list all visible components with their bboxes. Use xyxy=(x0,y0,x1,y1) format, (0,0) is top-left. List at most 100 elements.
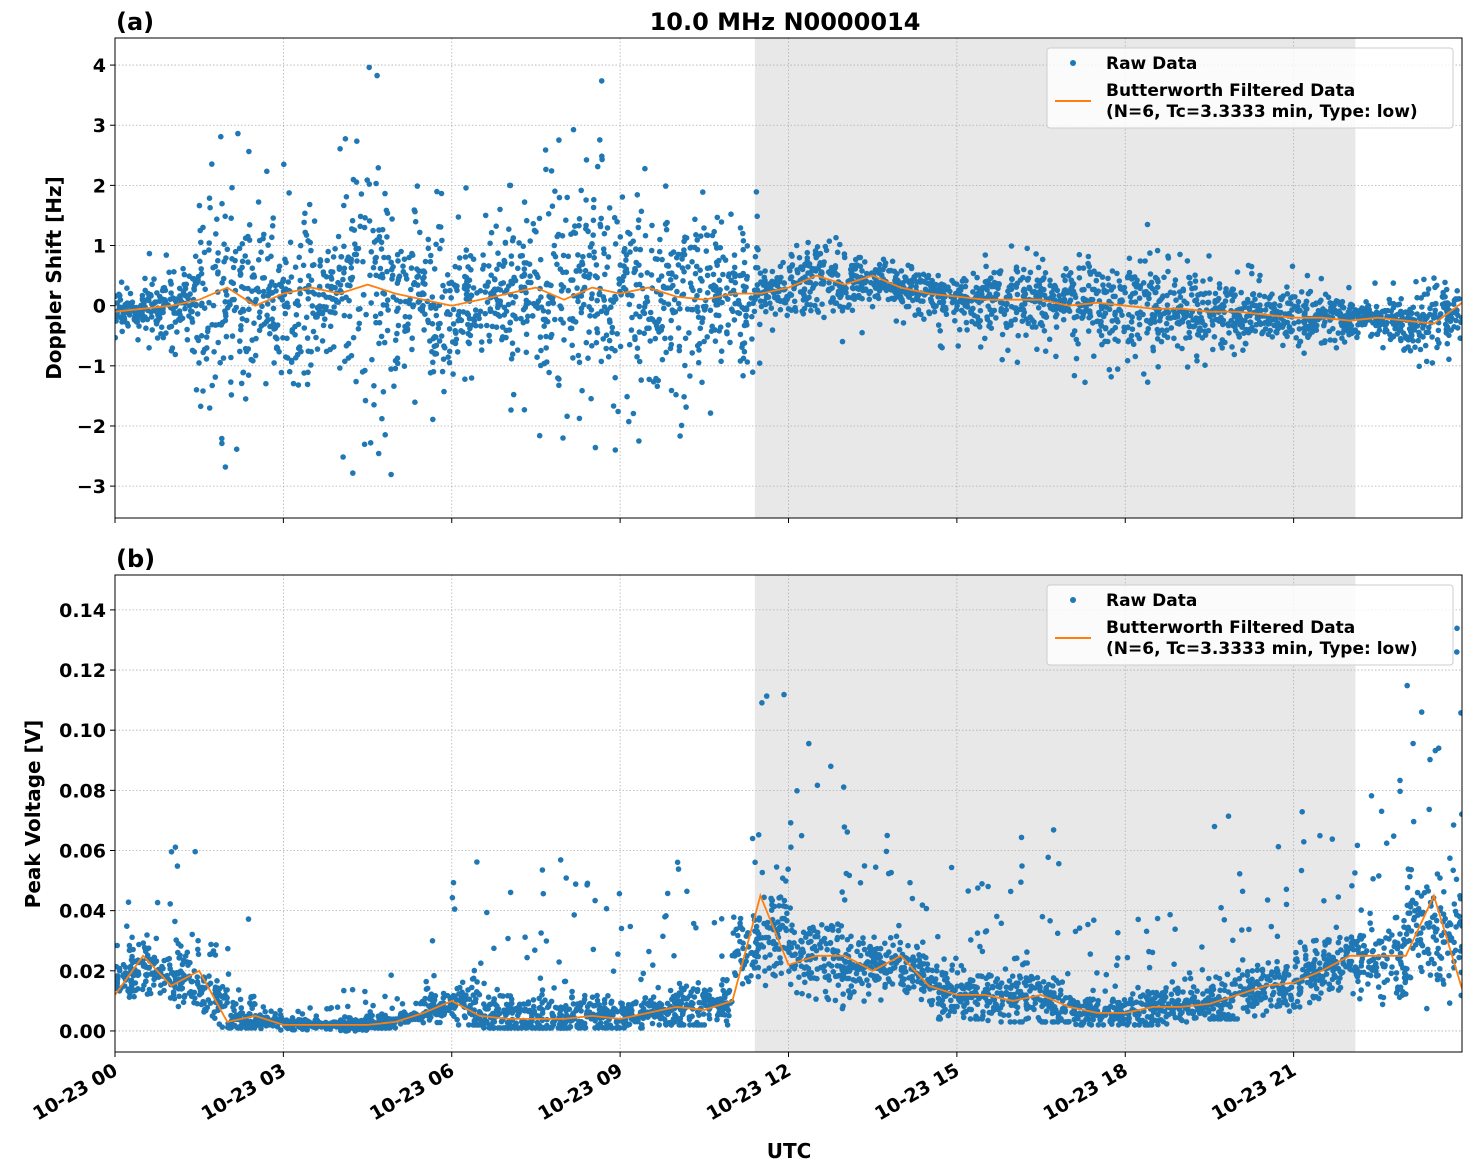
raw-data-point xyxy=(282,303,288,310)
raw-data-point xyxy=(837,303,843,310)
raw-data-point xyxy=(1258,307,1264,314)
raw-data-point xyxy=(597,137,603,143)
raw-data-point xyxy=(548,998,555,1005)
raw-data-point xyxy=(1425,286,1432,292)
raw-data-point xyxy=(1038,291,1044,297)
raw-data-point xyxy=(1177,251,1183,258)
raw-data-point xyxy=(476,315,482,322)
raw-data-point xyxy=(692,216,698,223)
raw-data-point xyxy=(854,273,860,280)
raw-data-point xyxy=(347,1015,353,1021)
raw-data-point xyxy=(495,250,501,256)
x-axis-label: UTC xyxy=(767,1139,812,1163)
raw-data-point xyxy=(523,331,530,338)
raw-data-point xyxy=(676,343,683,350)
raw-data-point xyxy=(724,1004,730,1010)
raw-data-point xyxy=(598,308,605,315)
raw-data-point xyxy=(1226,330,1232,336)
raw-data-point xyxy=(1063,265,1069,272)
raw-data-point xyxy=(718,916,725,922)
raw-data-point xyxy=(622,245,628,252)
raw-data-point xyxy=(560,435,566,441)
raw-data-point xyxy=(372,313,379,320)
raw-data-point xyxy=(120,972,127,978)
raw-data-point xyxy=(845,294,851,301)
raw-data-point xyxy=(393,297,400,303)
raw-data-point xyxy=(1101,287,1107,293)
raw-data-point xyxy=(202,985,208,991)
raw-data-point xyxy=(843,285,849,292)
raw-data-point xyxy=(235,130,241,137)
raw-data-point xyxy=(282,256,288,263)
raw-data-point xyxy=(240,369,247,376)
raw-data-point xyxy=(225,945,231,952)
raw-data-point xyxy=(554,261,560,268)
raw-data-point xyxy=(543,318,549,324)
raw-data-point xyxy=(356,320,363,327)
raw-data-point xyxy=(1376,327,1383,334)
raw-data-point xyxy=(423,978,430,985)
raw-data-point xyxy=(438,333,445,339)
raw-data-point xyxy=(1212,290,1219,297)
raw-data-point xyxy=(1376,322,1383,329)
raw-data-point xyxy=(964,327,970,333)
raw-data-point xyxy=(510,299,516,306)
raw-data-point xyxy=(389,272,396,279)
raw-data-point xyxy=(172,844,179,850)
raw-data-point xyxy=(310,310,316,317)
raw-data-point xyxy=(558,282,565,288)
raw-data-point xyxy=(229,333,236,339)
raw-data-point xyxy=(662,335,668,342)
raw-data-point xyxy=(563,217,569,223)
raw-data-point xyxy=(440,995,447,1001)
raw-data-point xyxy=(239,264,245,271)
raw-data-point xyxy=(572,881,579,887)
raw-data-point xyxy=(556,137,562,143)
raw-data-point xyxy=(675,325,682,331)
raw-data-point xyxy=(1128,319,1135,325)
raw-data-point xyxy=(602,271,608,278)
raw-data-point xyxy=(251,320,257,327)
raw-data-point xyxy=(319,309,326,316)
raw-data-point xyxy=(1159,327,1165,334)
raw-data-point xyxy=(260,293,267,299)
raw-data-point xyxy=(726,1012,732,1019)
raw-data-point xyxy=(1168,325,1175,331)
raw-data-point xyxy=(876,261,883,268)
raw-data-point xyxy=(627,249,633,255)
raw-data-point xyxy=(1193,315,1199,321)
raw-data-point xyxy=(125,988,131,994)
raw-data-point xyxy=(592,273,599,279)
raw-data-point xyxy=(596,290,603,297)
raw-data-point xyxy=(546,369,552,376)
raw-data-point xyxy=(1163,320,1170,327)
raw-data-point xyxy=(478,323,484,329)
raw-data-point xyxy=(563,875,569,881)
raw-data-point xyxy=(486,263,492,269)
raw-data-point xyxy=(898,268,905,274)
raw-data-point xyxy=(471,967,478,974)
raw-data-point xyxy=(1421,276,1427,283)
raw-data-point xyxy=(164,972,170,979)
raw-data-point xyxy=(756,915,763,921)
raw-data-point xyxy=(677,1015,684,1022)
raw-data-point xyxy=(1085,253,1092,260)
raw-data-point xyxy=(352,1017,359,1023)
raw-data-point xyxy=(360,258,366,265)
panel-b-label: (b) xyxy=(116,545,155,573)
raw-data-point xyxy=(179,961,186,968)
raw-data-point xyxy=(348,265,355,271)
raw-data-point xyxy=(229,184,235,191)
raw-data-point xyxy=(1122,289,1128,296)
raw-data-point xyxy=(208,941,214,948)
raw-data-point xyxy=(531,1008,538,1015)
raw-data-point xyxy=(1222,289,1229,296)
raw-data-point xyxy=(1301,330,1308,336)
raw-data-point xyxy=(1241,300,1247,307)
raw-data-point xyxy=(228,392,235,398)
raw-data-point xyxy=(612,447,619,453)
raw-data-point xyxy=(740,238,747,244)
raw-data-point xyxy=(452,327,459,334)
raw-data-point xyxy=(296,254,303,261)
filtered-data-line xyxy=(115,274,1462,325)
